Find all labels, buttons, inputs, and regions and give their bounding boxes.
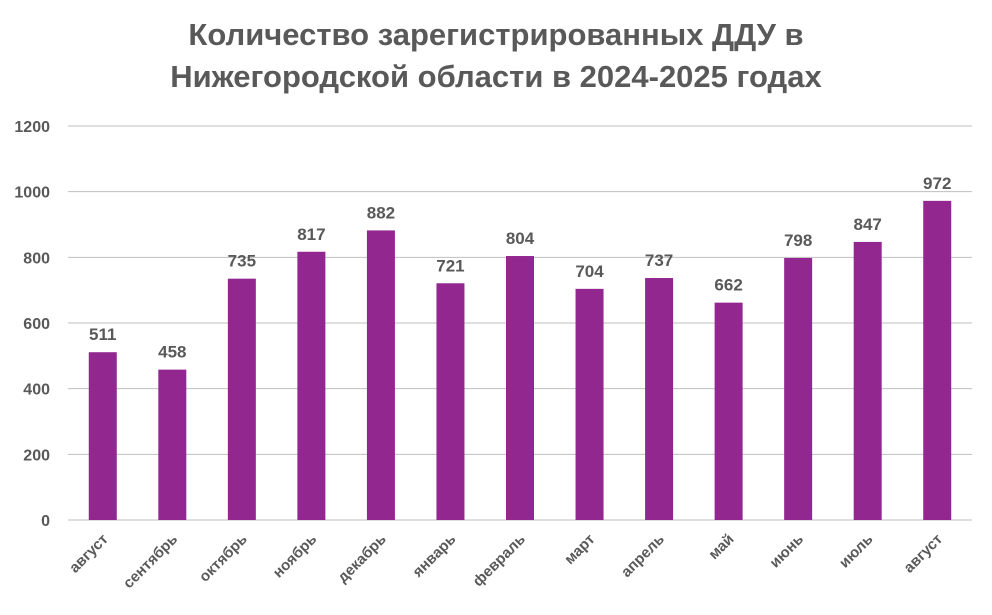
y-tick-label: 200 [23,447,50,464]
y-tick-label: 1200 [14,119,50,136]
data-label: 882 [367,203,395,222]
bar [436,283,465,520]
y-tick-label: 400 [23,382,50,399]
bar [784,257,813,520]
bars [88,200,952,521]
x-category-label: апрель [618,531,668,581]
y-tick-label: 800 [23,250,50,267]
bar [853,241,882,520]
bar [645,278,674,520]
x-category-label: ноябрь [270,531,321,582]
x-category-label: сентябрь [120,531,181,592]
chart-title-line-2: Нижегородской области в 2024-2025 годах [170,59,822,94]
y-tick-label: 1000 [14,185,50,202]
bar [88,352,117,520]
x-category-label: октябрь [196,531,251,586]
data-label: 817 [297,225,325,244]
bar [297,251,326,521]
x-axis-categories: август сентябрь октябрь ноябрь декабрь январь… [66,531,946,592]
data-label: 804 [506,229,535,248]
x-category-label: июль [836,531,877,572]
x-category-label: февраль [470,531,529,590]
bar [227,278,256,520]
bar [714,302,743,520]
y-axis-ticks: 0 200 400 600 800 1000 1200 [14,119,50,530]
data-label: 721 [436,256,464,275]
x-category-label: декабрь [334,531,389,586]
data-label: 735 [228,252,256,271]
data-labels: 511 458 735 817 882 721 804 704 737 662 798 847 972 [89,174,951,362]
bar [158,369,187,520]
data-label: 662 [714,276,742,295]
x-category-label: август [66,531,112,577]
data-label: 511 [89,325,116,344]
data-label: 972 [923,174,951,193]
x-category-label: июнь [766,531,807,572]
x-category-label: январь [409,531,459,581]
bar [923,200,952,521]
data-label: 704 [575,262,604,281]
data-label: 737 [645,251,673,270]
bar [575,288,604,520]
x-category-label: май [705,531,737,563]
y-tick-label: 600 [23,316,50,333]
y-tick-label: 0 [41,513,50,530]
bar [506,256,534,520]
chart-title: Количество зарегистрированных ДДУ в Ниже… [0,14,992,98]
bar [366,230,395,520]
data-label: 798 [784,231,812,250]
chart-title-line-1: Количество зарегистрированных ДДУ в [188,17,804,52]
data-label: 458 [158,343,186,362]
x-category-label: август [900,531,946,577]
x-category-label: март [561,531,598,568]
data-label: 847 [854,215,882,234]
